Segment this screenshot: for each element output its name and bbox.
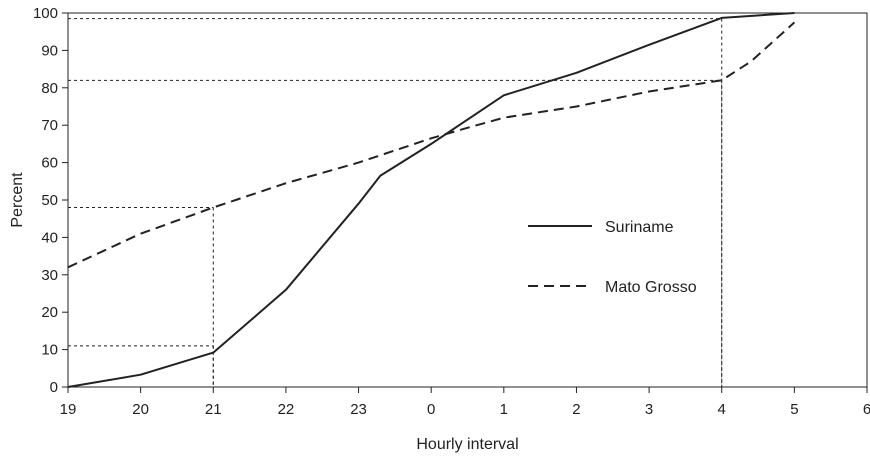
x-tick-label: 2 (572, 401, 580, 418)
y-tick-label: 0 (50, 379, 58, 396)
x-tick-label: 20 (132, 401, 149, 418)
x-tick-label: 4 (718, 401, 726, 418)
y-tick-label: 40 (41, 229, 58, 246)
y-tick-label: 30 (41, 267, 58, 284)
x-tick-label: 5 (790, 401, 798, 418)
x-tick-label: 23 (350, 401, 367, 418)
x-tick-label: 1 (500, 401, 508, 418)
x-axis-title: Hourly interval (416, 436, 518, 453)
plot-border (67, 12, 868, 388)
x-axis: 19 20 21 22 23 0 1 2 3 4 5 6 (60, 387, 870, 418)
y-tick-label: 20 (41, 304, 58, 321)
y-tick-label: 70 (41, 117, 58, 134)
y-tick-label: 90 (41, 42, 58, 59)
series-line-mato-grosso (67, 21, 796, 269)
y-tick-label: 80 (41, 80, 58, 97)
y-tick-label: 100 (33, 5, 58, 22)
x-tick-label: 3 (645, 401, 653, 418)
x-tick-label: 6 (863, 401, 870, 418)
x-tick-label: 0 (427, 401, 435, 418)
x-tick-label: 21 (205, 401, 222, 418)
x-tick-label: 22 (278, 401, 295, 418)
plot-frame (67, 12, 868, 388)
legend-label-mato-grosso: Mato Grosso (605, 279, 697, 296)
legend: Suriname Mato Grosso (528, 219, 697, 296)
x-tick-label: 19 (60, 401, 77, 418)
y-tick-label: 10 (41, 342, 58, 359)
y-axis-title: Percent (9, 172, 26, 228)
legend-label-suriname: Suriname (605, 219, 674, 236)
y-tick-label: 60 (41, 155, 58, 172)
y-axis: 0 10 20 30 40 50 60 70 80 90 100 (33, 5, 68, 396)
y-tick-label: 50 (41, 192, 58, 209)
series-layer (67, 12, 796, 388)
series-line-suriname (67, 12, 795, 388)
reference-lines (68, 18, 723, 387)
